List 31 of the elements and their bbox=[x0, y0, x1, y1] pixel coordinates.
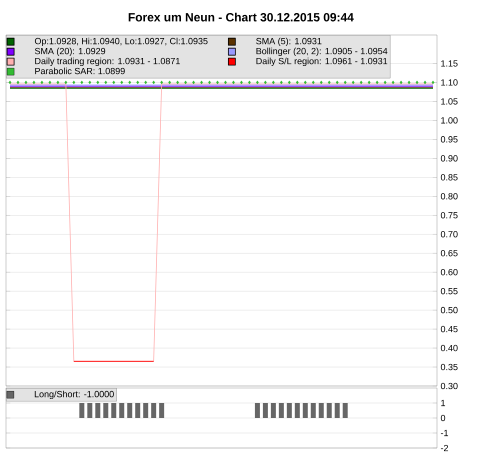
y-tick-label: -1 bbox=[440, 430, 448, 436]
legend-label: SMA (5): 1.0931 bbox=[256, 38, 322, 46]
legend-label: Daily S/L region: 1.0961 - 1.0931 bbox=[256, 58, 388, 66]
y-tick-label: 1.00 bbox=[441, 117, 458, 124]
y-tick-label: 0.75 bbox=[440, 212, 458, 218]
y-tick-label: 1 bbox=[441, 400, 446, 406]
y-tick-label: 0.60 bbox=[440, 268, 458, 276]
legend-label: Long/Short: -1.0000 bbox=[34, 390, 114, 400]
legend-label: Daily trading region: 1.0931 - 1.0871 bbox=[35, 58, 180, 66]
y-tick-label: 0.35 bbox=[440, 364, 458, 370]
y-tick-label: 0.85 bbox=[440, 174, 458, 180]
y-tick-label: 0.65 bbox=[440, 250, 458, 256]
y-tick-label: 1.05 bbox=[441, 98, 458, 105]
chart-title: Forex um Neun - Chart 30.12.2015 09:44 bbox=[128, 12, 354, 22]
legend-label: Bollinger (20, 2): 1.0905 - 1.0954 bbox=[256, 48, 388, 56]
y-tick-label: -2 bbox=[440, 444, 448, 452]
y-tick-label: 0.40 bbox=[440, 344, 458, 352]
legend-label: SMA (20): 1.0929 bbox=[34, 48, 106, 56]
y-tick-label: 0.45 bbox=[440, 326, 458, 332]
y-tick-label: 0.30 bbox=[440, 382, 458, 390]
y-tick-label: 0 bbox=[440, 414, 446, 422]
y-tick-label: 0.50 bbox=[440, 306, 458, 314]
y-tick-label: 0.80 bbox=[440, 193, 458, 200]
y-tick-label: 0.95 bbox=[440, 136, 458, 143]
y-tick-label: 0.55 bbox=[440, 288, 458, 294]
y-tick-label: 0.90 bbox=[440, 155, 458, 162]
y-tick-label: 1.10 bbox=[441, 79, 458, 86]
y-tick-label: 1.15 bbox=[441, 60, 458, 67]
y-tick-label: 0.70 bbox=[440, 231, 458, 238]
legend-label: Op:1.0928, Hi:1.0940, Lo:1.0927, Cl:1.0935 bbox=[34, 38, 208, 46]
legend-label: Parabolic SAR: 1.0899 bbox=[35, 68, 125, 74]
